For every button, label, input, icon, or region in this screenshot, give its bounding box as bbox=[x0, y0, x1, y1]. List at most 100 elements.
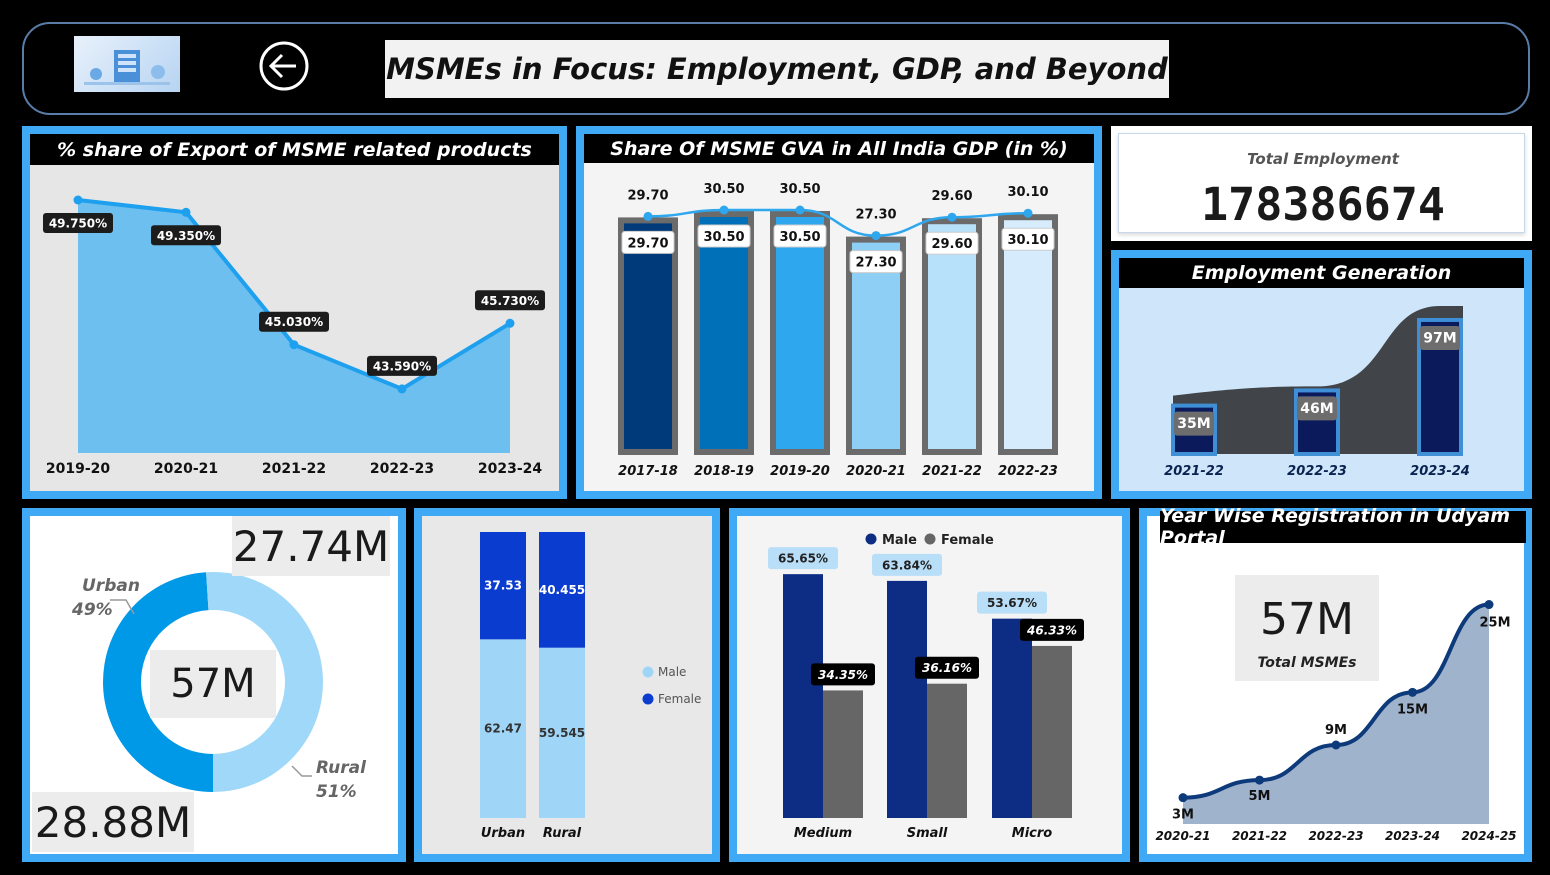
udyam-point bbox=[1178, 793, 1188, 803]
stacked-bar-label-male: 62.47 bbox=[484, 722, 522, 736]
donut-slice-urban bbox=[103, 572, 213, 792]
size-legend-label: Female bbox=[941, 533, 994, 548]
gva-chart: 29.70 29.70 2017-18 30.50 30.50 2018-19 30.50 3… bbox=[618, 182, 1058, 479]
gva-inner-label: 30.10 bbox=[1007, 233, 1048, 248]
donut-label-urban: Urban bbox=[82, 576, 140, 596]
gva-line-point bbox=[1023, 208, 1033, 218]
size-label-female-bg bbox=[811, 663, 875, 686]
employment-kpi-label: Total Employment bbox=[1247, 150, 1399, 168]
udyam-x-tick: 2022-23 bbox=[1308, 829, 1363, 843]
gva-inner-label: 30.50 bbox=[703, 230, 744, 245]
gva-line-point bbox=[795, 205, 805, 215]
udyam-kpi-label: Total MSMEs bbox=[1257, 655, 1357, 671]
udyam-data-label: 15M bbox=[1397, 702, 1428, 717]
stacked-bar-male bbox=[539, 647, 585, 818]
export-point bbox=[397, 384, 407, 394]
size-label-female-bg bbox=[915, 656, 979, 679]
export-x-tick: 2022-23 bbox=[370, 461, 434, 477]
urban-count-value: 27.74M bbox=[232, 516, 390, 576]
size-label-male: 53.67% bbox=[987, 596, 1037, 610]
back-arrow-icon[interactable] bbox=[258, 40, 310, 92]
udyam-title: Year Wise Registration in Udyam Portal bbox=[1160, 505, 1526, 549]
gva-bar bbox=[852, 242, 900, 449]
udyam-data-label: 5M bbox=[1249, 789, 1271, 804]
export-x-tick: 2023-24 bbox=[478, 461, 543, 477]
udyam-data-label: 25M bbox=[1479, 616, 1510, 631]
gva-inner-label-bg bbox=[849, 250, 903, 274]
export-data-label-bg bbox=[475, 290, 545, 311]
size-bar-male bbox=[992, 618, 1032, 818]
udyam-data-label: 9M bbox=[1325, 723, 1347, 738]
stacked-bar-label-male: 59.545 bbox=[539, 726, 585, 740]
stacked-legend-marker bbox=[642, 693, 654, 705]
export-data-label: 43.590% bbox=[373, 359, 431, 373]
employment-kpi-value: 178386674 bbox=[1201, 178, 1445, 231]
donut-leader-rural bbox=[291, 765, 312, 777]
stacked-legend-marker bbox=[642, 666, 654, 678]
rural-count-value: 28.88M bbox=[32, 792, 194, 852]
donut-label-urban-pct: 49% bbox=[71, 600, 113, 620]
udyam-point bbox=[1255, 775, 1264, 785]
udyam-point bbox=[1408, 687, 1417, 697]
donut-center-value: 57M bbox=[150, 650, 276, 718]
gva-line-point bbox=[871, 231, 881, 241]
stacked-bar-label-female: 40.455 bbox=[539, 583, 585, 597]
donut-label-rural: Rural bbox=[316, 758, 367, 778]
size-label-male: 63.84% bbox=[882, 558, 932, 572]
size-label-female: 46.33% bbox=[1026, 623, 1077, 637]
export-data-label-bg bbox=[259, 311, 329, 332]
gva-inner-label: 29.70 bbox=[627, 236, 668, 251]
stacked-bar-label-female: 37.53 bbox=[484, 579, 522, 593]
gva-inner-label-bg bbox=[773, 224, 827, 248]
gva-inner-label-bg bbox=[925, 231, 979, 255]
employment-gen-label: 97M bbox=[1423, 330, 1456, 346]
employment-gen-label-bg bbox=[1297, 396, 1337, 421]
size-label-male-bg bbox=[977, 591, 1047, 614]
gva-inner-label: 30.50 bbox=[779, 230, 820, 245]
employment-gen-area bbox=[1173, 305, 1463, 454]
size-bar-male bbox=[887, 580, 927, 818]
size-legend-marker bbox=[924, 533, 936, 545]
export-point bbox=[289, 340, 299, 350]
export-data-label: 45.030% bbox=[265, 315, 323, 329]
employment-gen-label: 35M bbox=[1177, 416, 1210, 432]
gva-chart-title: Share Of MSME GVA in All India GDP (in %… bbox=[584, 134, 1094, 163]
donut-label-rural-pct: 51% bbox=[316, 782, 357, 802]
gva-inner-label: 29.60 bbox=[931, 237, 972, 252]
udyam-data-label: 3M bbox=[1172, 808, 1194, 823]
employment-gen-chart: 35M 2021-22 46M 2022-23 97M 2023-24 bbox=[1164, 305, 1470, 479]
udyam-kpi-card bbox=[1235, 575, 1379, 681]
employment-gen-x-tick: 2022-23 bbox=[1287, 464, 1347, 479]
size-label-male-bg bbox=[768, 547, 838, 570]
gva-top-label: 30.50 bbox=[779, 182, 820, 197]
donut-leader-urban bbox=[110, 599, 135, 615]
gva-top-label: 29.60 bbox=[931, 189, 972, 204]
stacked-x-tick: Urban bbox=[481, 826, 525, 841]
export-data-label: 49.350% bbox=[157, 229, 215, 243]
employment-gen-x-tick: 2021-22 bbox=[1164, 464, 1224, 479]
gva-x-tick: 2020-21 bbox=[846, 464, 906, 479]
dashboard-title-box: MSMEs in Focus: Employment, GDP, and Bey… bbox=[385, 40, 1169, 98]
gva-top-label: 27.30 bbox=[855, 208, 896, 223]
udyam-kpi-value: 57M bbox=[1260, 594, 1354, 645]
export-data-label-bg bbox=[151, 225, 221, 246]
size-label-female: 34.35% bbox=[818, 668, 868, 682]
msme-logo bbox=[74, 36, 180, 92]
export-point bbox=[73, 195, 83, 205]
export-x-tick: 2021-22 bbox=[262, 461, 326, 477]
size-bar-male bbox=[783, 574, 823, 818]
gva-inner-label-bg bbox=[697, 224, 751, 248]
gender-stacked-chart: 62.47 37.53 Urban 59.545 40.455 Rural Male Fema… bbox=[480, 532, 701, 841]
export-x-tick: 2019-20 bbox=[46, 461, 111, 477]
gva-top-label: 30.50 bbox=[703, 182, 744, 197]
size-label-female-bg bbox=[1020, 618, 1084, 641]
gva-line-point bbox=[719, 205, 729, 215]
gva-x-tick: 2018-19 bbox=[694, 464, 754, 479]
size-legend-marker bbox=[865, 533, 877, 545]
udyam-point bbox=[1484, 600, 1494, 610]
size-label-male-bg bbox=[872, 553, 942, 576]
stacked-legend-label: Male bbox=[658, 665, 686, 679]
gva-top-label: 29.70 bbox=[627, 188, 668, 203]
size-x-tick: Medium bbox=[794, 826, 852, 841]
export-data-label: 49.750% bbox=[49, 217, 107, 231]
